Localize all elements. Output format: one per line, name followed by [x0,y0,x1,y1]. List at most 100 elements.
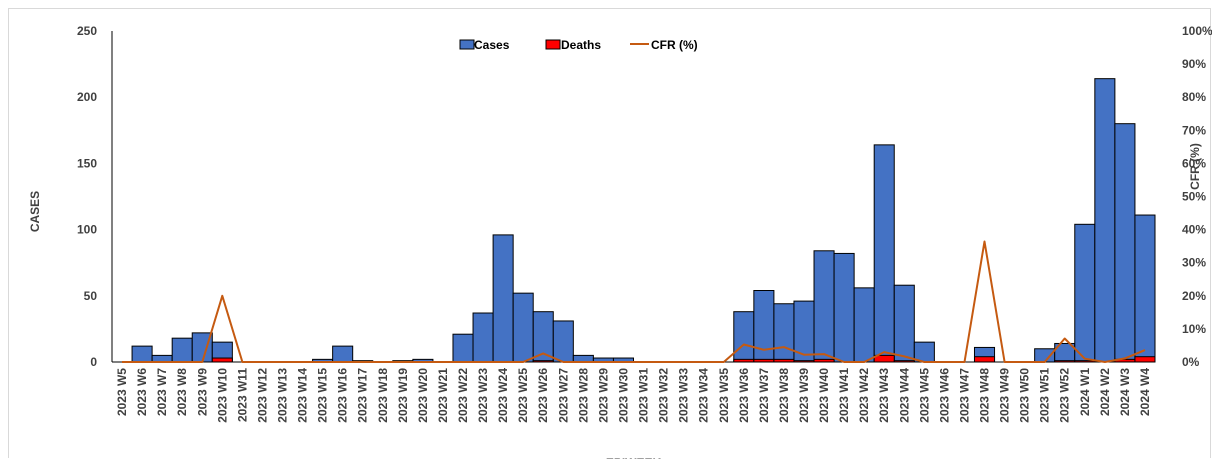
x-tick-label: 2023 W28 [576,368,590,423]
x-tick-label: 2024 W3 [1118,368,1132,416]
x-tick-label: 2023 W52 [1058,368,1072,423]
x-tick-label: 2023 W14 [296,368,310,423]
deaths-bar [1074,360,1096,363]
legend-deaths-label: Deaths [561,38,601,52]
y2-tick-label: 10% [1182,322,1206,336]
deaths-bar [1134,356,1156,363]
x-tick-label: 2023 W30 [616,368,630,423]
cases-bar [472,312,494,363]
x-tick-label: 2023 W29 [596,368,610,423]
y2-tick-label: 80% [1182,90,1206,104]
cases-bar [873,144,895,363]
x-tick-label: 2023 W40 [817,368,831,423]
x-tick-label: 2023 W26 [536,368,550,423]
y2-tick-label: 30% [1182,256,1206,270]
cases-bar [753,290,775,363]
y-tick-label: 100 [77,223,97,237]
x-tick-label: 2023 W44 [897,368,911,423]
deaths-bar [532,360,554,363]
deaths-bar [973,356,996,363]
cases-bar [1114,123,1136,363]
deaths-bar [893,360,915,363]
x-tick-label: 2023 W31 [637,368,651,423]
deaths-bar [211,357,233,363]
y-tick-label: 150 [77,156,97,170]
x-tick-label: 2023 W41 [837,368,851,423]
y2-axis-title: CFR (%) [1188,143,1202,190]
x-tick-label: 2023 W24 [496,368,510,423]
deaths-bar [873,354,895,363]
x-tick-label: 2023 W32 [657,368,671,423]
x-tick-label: 2023 W38 [777,368,791,423]
x-tick-label: 2023 W9 [195,368,209,416]
x-tick-label: 2023 W8 [175,368,189,416]
legend-cfr-label: CFR (%) [651,38,698,52]
deaths-bar [753,358,775,363]
y2-tick-label: 90% [1182,57,1206,71]
deaths-bar [813,358,835,363]
x-tick-label: 2023 W13 [275,368,289,423]
x-tick-label: 2023 W33 [677,368,691,423]
x-tick-label: 2023 W43 [877,368,891,423]
deaths-bar [793,360,815,363]
x-tick-label: 2023 W35 [717,368,731,423]
x-tick-label: 2023 W46 [937,368,951,423]
cases-bar [853,287,875,363]
x-tick-label: 2024 W4 [1138,368,1152,416]
x-tick-label: 2023 W19 [396,368,410,423]
x-tick-label: 2023 W36 [737,368,751,423]
y-tick-label: 50 [84,289,98,303]
x-tick-label: 2023 W20 [416,368,430,423]
x-tick-label: 2023 W25 [516,368,530,423]
x-tick-label: 2023 W34 [697,368,711,423]
y-tick-label: 250 [77,24,97,38]
x-tick-label: 2023 W15 [316,368,330,423]
y-tick-label: 0 [90,355,97,369]
deaths-bar [733,358,755,363]
x-tick-label: 2023 W49 [998,368,1012,423]
y2-tick-label: 50% [1182,190,1206,204]
x-tick-label: 2024 W2 [1098,368,1112,416]
x-tick-label: 2023 W47 [957,368,971,423]
x-tick-label: 2023 W21 [436,368,450,423]
cases-bar [1074,223,1096,363]
x-tick-label: 2023 W10 [215,368,229,423]
x-tick-label: 2023 W17 [356,368,370,423]
x-tick-label: 2023 W27 [556,368,570,423]
x-tick-label: 2023 W37 [757,368,771,423]
x-tick-label: 2023 W16 [336,368,350,423]
legend-deaths-swatch [545,39,561,50]
cases-bar [492,234,514,363]
cases-bar [733,311,755,363]
chart-frame: 0 50 100 150 200 250 0% 10% 20% 30% 40% 50% 60% 70% 80… [8,8,1212,459]
cases-bar [552,320,574,363]
legend-cases-swatch [459,39,475,50]
deaths-bar [773,358,795,363]
legend-cases-label: Cases [474,38,510,52]
cases-bar [131,345,153,363]
x-tick-label: 2023 W39 [797,368,811,423]
y-tick-label: 200 [77,90,97,104]
x-tick-label: 2023 W6 [135,368,149,416]
y2-tick-label: 0% [1182,355,1200,369]
cases-bar [893,284,915,363]
y2-tick-label: 60% [1182,156,1206,170]
x-tick-label: 2023 W23 [476,368,490,423]
x-tick-label: 2023 W45 [917,368,931,423]
chart-canvas: 0 50 100 150 200 250 0% 10% 20% 30% 40% 50% 60% 70% 80… [28,24,1212,459]
y2-tick-label: 40% [1182,223,1206,237]
cases-bar [452,333,474,363]
y2-tick-label: 20% [1182,289,1206,303]
cases-bar [171,337,193,363]
cases-bar [813,250,835,363]
x-tick-label: 2023 W12 [255,368,269,423]
y2-tick-label: 100% [1182,24,1212,38]
cases-bar [512,292,534,363]
x-tick-label: 2023 W51 [1038,368,1052,423]
x-tick-label: 2023 W5 [115,368,129,416]
x-tick-label: 2023 W18 [376,368,390,423]
x-tick-label: 2023 W22 [456,368,470,423]
cases-bar [1034,348,1056,363]
x-tick-label: 2023 W42 [857,368,871,423]
cases-bar [1134,214,1156,363]
